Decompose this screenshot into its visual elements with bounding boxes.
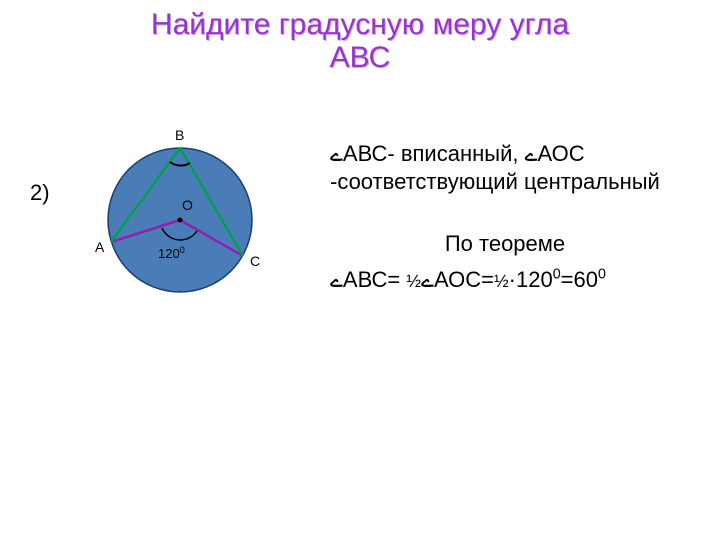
circle-diagram: А В С О 1200 bbox=[90, 130, 270, 310]
formula: ےАВС= ½ےАОС=½·1200=600 bbox=[330, 266, 680, 294]
label-b: В bbox=[175, 130, 184, 143]
label-o: О bbox=[182, 197, 193, 213]
label-c: С bbox=[250, 253, 260, 269]
slide-title: Найдите градусную меру угла АВС bbox=[0, 8, 720, 74]
title-line2: АВС bbox=[330, 41, 391, 74]
theorem-label: По теореме bbox=[330, 230, 680, 258]
title-line1: Найдите градусную меру угла bbox=[151, 8, 569, 41]
given-text: ےАВС- вписанный, ےАОС -соответствующий ц… bbox=[330, 140, 680, 195]
problem-number: 2) bbox=[30, 180, 50, 206]
solution-text: ےАВС- вписанный, ےАОС -соответствующий ц… bbox=[330, 140, 680, 293]
label-a: А bbox=[95, 239, 105, 255]
center-dot bbox=[178, 218, 183, 223]
